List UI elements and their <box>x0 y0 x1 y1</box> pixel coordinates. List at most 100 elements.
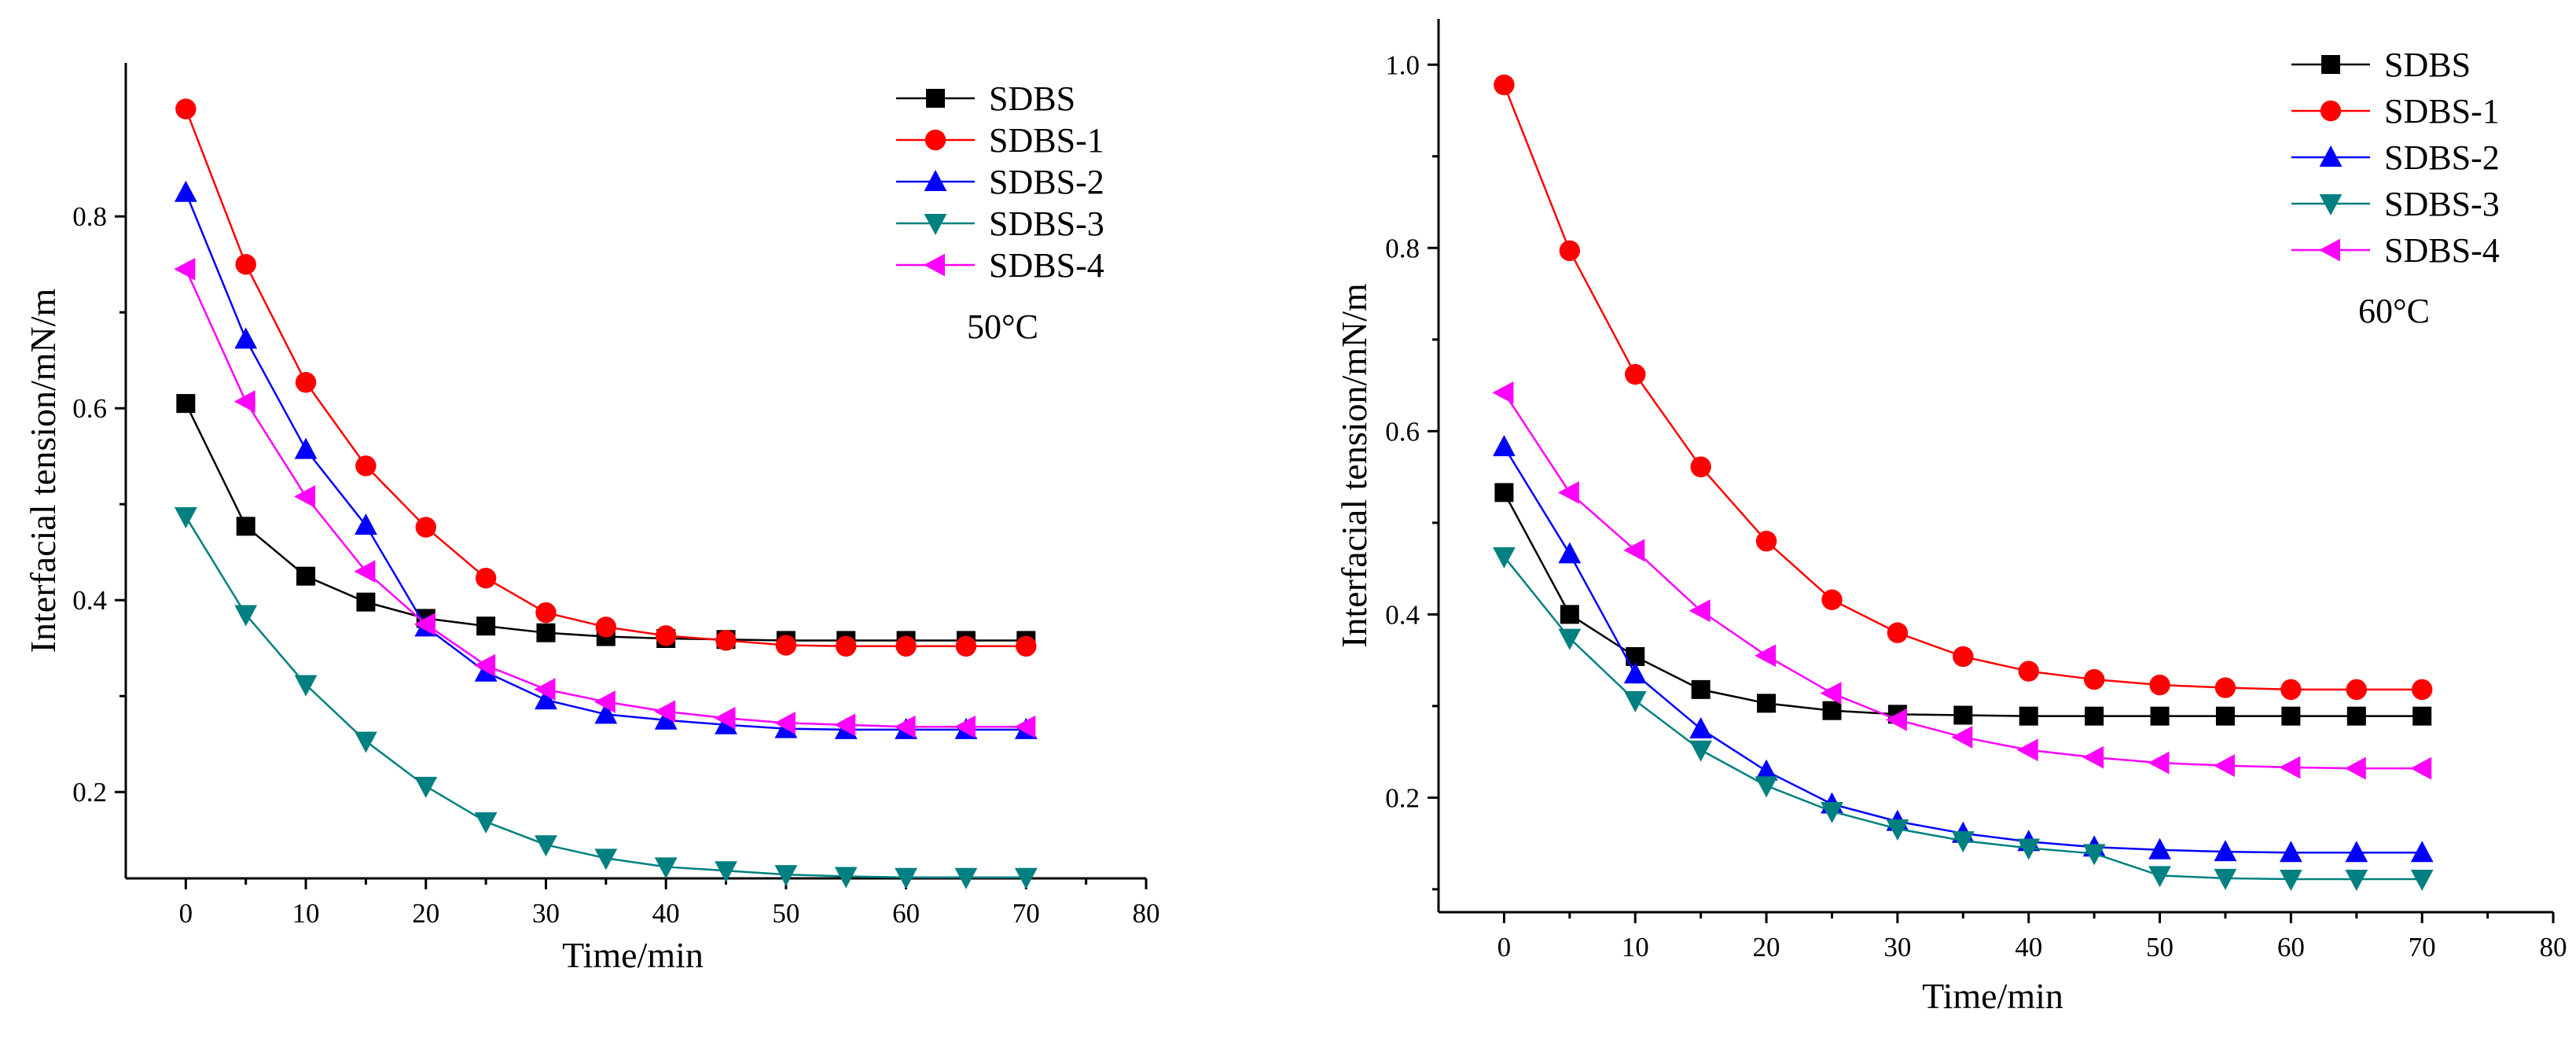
data-point <box>895 867 917 889</box>
data-point <box>1886 819 1909 841</box>
x-tick-label: 10 <box>292 898 320 929</box>
data-point <box>536 623 556 642</box>
legend-marker <box>2319 238 2340 262</box>
data-point <box>356 592 376 612</box>
x-tick-label: 70 <box>2409 932 2436 963</box>
legend-label: SDBS-3 <box>989 204 1104 243</box>
temperature-annotation: 50°C <box>967 307 1038 346</box>
legend-label: SDBS-4 <box>989 246 1104 285</box>
data-point <box>234 605 258 627</box>
data-point <box>593 690 616 713</box>
x-tick-label: 70 <box>1012 898 1040 929</box>
data-point <box>295 372 317 393</box>
data-point <box>294 485 316 508</box>
legend-entry: SDBS-1 <box>896 121 1104 160</box>
legend-entry: SDBS-2 <box>896 163 1104 201</box>
data-point <box>1493 435 1516 457</box>
y-tick-label: 0.8 <box>1385 233 1420 263</box>
x-tick-label: 80 <box>1133 898 1160 929</box>
data-point <box>1755 759 1778 781</box>
data-point <box>1755 776 1778 798</box>
x-tick-label: 60 <box>2277 932 2305 963</box>
data-point <box>2017 838 2041 860</box>
data-point <box>836 635 857 657</box>
x-tick-label: 0 <box>1497 932 1512 963</box>
y-tick-label: 1.0 <box>1385 50 1420 80</box>
y-axis-label: Interfacial tension/mN/m <box>23 288 63 653</box>
series-SDBS <box>176 394 1036 650</box>
data-point <box>1821 801 1843 823</box>
legend-entry: SDBS-4 <box>896 246 1104 285</box>
legend-label: SDBS-1 <box>989 121 1104 160</box>
data-point <box>774 865 798 887</box>
data-point <box>1757 694 1777 713</box>
data-point <box>1951 831 1975 853</box>
series-SDBS-1 <box>175 98 1037 657</box>
y-tick-label: 0.2 <box>1385 782 1420 813</box>
x-tick-label: 30 <box>1883 932 1911 963</box>
data-point <box>1623 539 1645 562</box>
data-point <box>1014 715 1036 738</box>
data-point <box>2148 837 2171 859</box>
series-SDBS-3 <box>1493 547 2434 892</box>
data-point <box>474 812 498 834</box>
y-tick-label: 0.4 <box>72 585 107 616</box>
data-point <box>2279 841 2302 863</box>
chart-1: 0 10 20 30 40 50 60 70 80 0.2 0.4 0.6 0.8 Time/min Int… <box>23 63 1160 975</box>
x-axis-label: Time/min <box>1922 976 2063 1016</box>
temperature-annotation: 60°C <box>2358 292 2430 330</box>
data-point <box>2213 754 2235 777</box>
data-point <box>1953 705 1973 725</box>
data-point <box>1755 530 1777 552</box>
data-point <box>355 731 377 753</box>
chart-2: 0 10 20 30 40 50 60 70 80 0.2 0.4 0.6 0.8 1.0 Time/min… <box>1334 19 2567 1016</box>
data-point <box>474 653 496 677</box>
data-point <box>535 602 557 624</box>
data-point <box>955 635 977 657</box>
y-axis-label: Interfacial tension/mN/m <box>1334 283 1374 648</box>
data-point <box>775 635 797 656</box>
data-point <box>2083 668 2105 690</box>
y-tick-label: 0.6 <box>1385 416 1420 447</box>
data-point <box>1689 716 1713 738</box>
data-point <box>354 560 376 583</box>
data-point <box>595 617 617 638</box>
data-point <box>2018 661 2039 682</box>
data-point <box>1016 635 1037 657</box>
legend-marker <box>924 214 947 235</box>
data-point <box>954 715 976 738</box>
x-tick-label: 40 <box>652 898 680 929</box>
data-point <box>534 678 556 701</box>
x-axis-label: Time/min <box>562 935 704 975</box>
data-point <box>1558 628 1582 650</box>
x-tick-label: 20 <box>1753 932 1780 963</box>
data-point <box>2214 840 2237 862</box>
data-point <box>2345 870 2368 892</box>
data-point <box>1689 740 1713 762</box>
x-tick-label: 60 <box>892 898 920 929</box>
series-SDBS-1 <box>1494 74 2433 701</box>
data-point <box>294 437 318 459</box>
data-point <box>2344 756 2366 780</box>
data-point <box>1560 605 1579 624</box>
series-line <box>185 403 1027 642</box>
data-point <box>2346 679 2367 701</box>
data-point <box>2214 868 2237 890</box>
legend-entry: SDBS-3 <box>896 204 1104 243</box>
data-point <box>895 635 917 657</box>
data-point <box>296 566 316 586</box>
series-SDBS-3 <box>174 507 1038 889</box>
data-point <box>714 706 736 730</box>
data-point <box>1822 701 1842 720</box>
data-point <box>1623 662 1647 684</box>
data-point <box>1821 589 1843 610</box>
data-point <box>476 617 496 636</box>
y-tick-label: 0.8 <box>72 201 107 232</box>
data-point <box>1493 547 1516 569</box>
data-point <box>1623 690 1647 712</box>
data-point <box>2150 706 2170 726</box>
data-point <box>715 630 737 651</box>
data-point <box>654 708 678 730</box>
legend-label: SDBS <box>989 79 1075 118</box>
data-point <box>654 857 678 879</box>
